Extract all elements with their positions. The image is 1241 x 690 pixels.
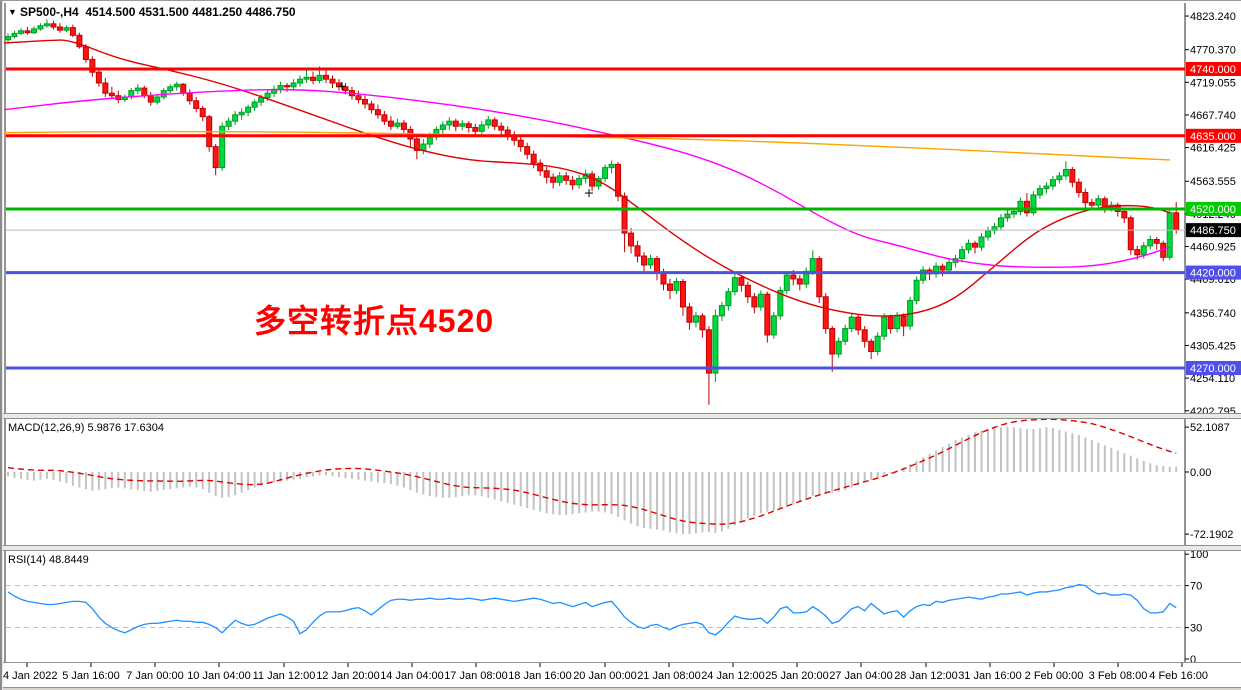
svg-text:4305.425: 4305.425 (1190, 340, 1236, 352)
svg-text:0.00: 0.00 (1190, 467, 1211, 479)
svg-text:31 Jan 16:00: 31 Jan 16:00 (958, 670, 1022, 682)
svg-text:4616.425: 4616.425 (1190, 143, 1236, 155)
svg-text:4740.000: 4740.000 (1190, 64, 1236, 76)
svg-text:52.1087: 52.1087 (1190, 422, 1230, 434)
svg-text:7 Jan 00:00: 7 Jan 00:00 (126, 670, 184, 682)
svg-text:20 Jan 00:00: 20 Jan 00:00 (573, 670, 637, 682)
svg-text:4460.925: 4460.925 (1190, 242, 1236, 254)
macd-signal-line (7, 418, 1177, 525)
svg-text:4 Jan 2022: 4 Jan 2022 (3, 670, 57, 682)
svg-text:27 Jan 04:00: 27 Jan 04:00 (829, 670, 893, 682)
svg-text:18 Jan 16:00: 18 Jan 16:00 (508, 670, 572, 682)
svg-text:28 Jan 12:00: 28 Jan 12:00 (894, 670, 958, 682)
svg-text:11 Jan 12:00: 11 Jan 12:00 (253, 670, 316, 682)
macd-label: MACD(12,26,9) 5.9876 17.6304 (8, 422, 164, 434)
macd-axis[interactable]: 52.1087 0.00 -72.1902 (1185, 422, 1233, 541)
symbol-dropdown-icon[interactable]: ▼ (8, 7, 17, 17)
svg-text:4520.000: 4520.000 (1190, 204, 1236, 216)
svg-text:4420.000: 4420.000 (1190, 268, 1236, 280)
svg-text:70: 70 (1190, 581, 1202, 593)
price-badge: 4740.000 (1186, 62, 1241, 76)
svg-text:4254.110: 4254.110 (1190, 373, 1235, 385)
svg-text:100: 100 (1190, 549, 1208, 561)
svg-text:4356.740: 4356.740 (1190, 308, 1236, 320)
svg-text:4270.000: 4270.000 (1190, 363, 1236, 375)
rsi-line (7, 583, 1177, 636)
svg-text:12 Jan 20:00: 12 Jan 20:00 (316, 670, 380, 682)
cross-marker (585, 189, 593, 198)
time-axis-border (0, 662, 1241, 663)
time-axis[interactable]: 4 Jan 2022 5 Jan 16:00 7 Jan 00:00 10 Jan 0… (3, 663, 1208, 682)
rsi-label: RSI(14) 48.8449 (8, 554, 89, 566)
svg-text:4823.240: 4823.240 (1190, 11, 1236, 23)
svg-text:4486.750: 4486.750 (1190, 225, 1236, 237)
ma-layer (3, 88, 1171, 268)
svg-text:24 Jan 12:00: 24 Jan 12:00 (701, 670, 765, 682)
svg-text:17 Jan 08:00: 17 Jan 08:00 (444, 670, 508, 682)
svg-text:4563.555: 4563.555 (1190, 176, 1236, 188)
svg-text:4770.370: 4770.370 (1190, 45, 1236, 57)
ma-fast-red (3, 39, 1171, 317)
price-badge: 4635.000 (1186, 128, 1241, 143)
svg-text:4635.000: 4635.000 (1190, 131, 1236, 143)
svg-text:4719.055: 4719.055 (1190, 77, 1236, 89)
svg-text:3 Feb 08:00: 3 Feb 08:00 (1089, 670, 1148, 682)
panel-separator-rsi[interactable] (0, 545, 1241, 551)
cross-marker (338, 82, 346, 91)
price-badge: 4420.000 (1186, 265, 1241, 280)
rsi-layer (6, 583, 1185, 636)
annotation-text[interactable]: 多空转折点4520 (254, 303, 495, 339)
candles-layer (5, 19, 1180, 405)
svg-text:14 Jan 04:00: 14 Jan 04:00 (380, 670, 444, 682)
svg-text:25 Jan 20:00: 25 Jan 20:00 (765, 670, 829, 682)
svg-text:4667.740: 4667.740 (1190, 110, 1236, 122)
svg-text:10 Jan 04:00: 10 Jan 04:00 (187, 670, 251, 682)
rsi-axis[interactable]: 100 70 30 0 (1185, 549, 1208, 666)
chart-header-ohlc: SP500-,H4 4514.500 4531.500 4481.250 448… (20, 5, 296, 19)
svg-text:0: 0 (1190, 654, 1196, 666)
svg-text:2 Feb 00:00: 2 Feb 00:00 (1025, 670, 1084, 682)
svg-text:30: 30 (1190, 623, 1202, 635)
svg-text:4 Feb 16:00: 4 Feb 16:00 (1149, 670, 1208, 682)
price-badge: 4520.000 (1186, 201, 1241, 216)
macd-layer (7, 418, 1178, 534)
svg-text:5 Jan 16:00: 5 Jan 16:00 (62, 670, 120, 682)
levels-layer (6, 67, 1185, 370)
panel-separator-macd[interactable] (0, 413, 1241, 419)
ma-layer (3, 39, 1171, 317)
svg-text:-72.1902: -72.1902 (1190, 529, 1233, 541)
svg-text:21 Jan 08:00: 21 Jan 08:00 (637, 670, 701, 682)
price-badge: 4270.000 (1186, 360, 1241, 375)
ma-mid-magenta (3, 88, 1171, 268)
current-price-badge: 4486.750 (1186, 223, 1241, 238)
